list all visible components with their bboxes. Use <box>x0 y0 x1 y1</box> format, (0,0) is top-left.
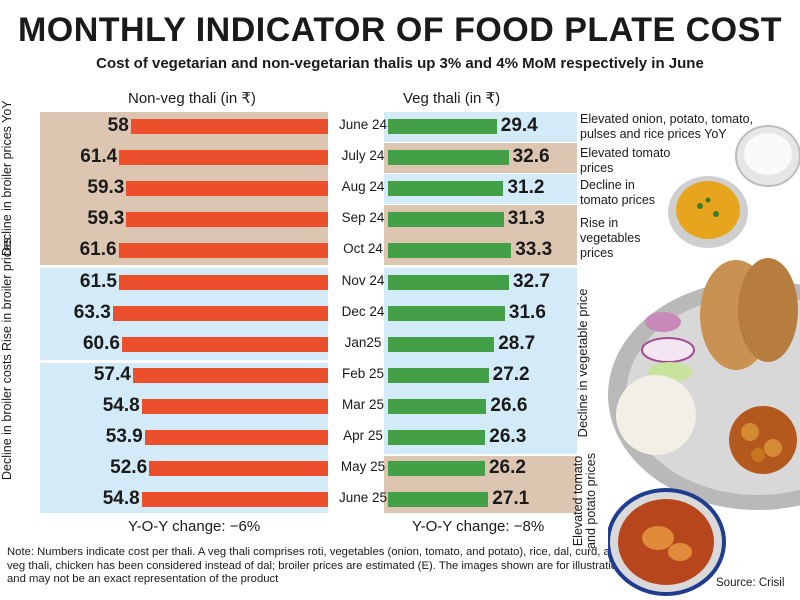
month-label: Aug 24 <box>341 179 385 195</box>
nonveg-value-label: 60.6 <box>82 332 120 354</box>
month-label: June 24 <box>338 117 388 132</box>
nonveg-note-3: Decline in broiler costs <box>0 354 14 480</box>
month-label: July 24 <box>341 148 385 164</box>
veg-band-5 <box>384 268 577 454</box>
thali-plate-illustration <box>608 258 800 510</box>
nonveg-bar <box>141 398 328 414</box>
veg-value-label: 26.6 <box>490 394 528 416</box>
veg-bar <box>388 119 497 134</box>
nonveg-note-2: Rise in broiler prices <box>0 237 14 351</box>
nonveg-value-label: 54.8 <box>102 488 140 510</box>
nonveg-value-label: 53.9 <box>105 426 143 447</box>
chicken-curry-bowl-illustration <box>608 488 726 596</box>
month-label: Oct 24 <box>343 241 383 257</box>
nonveg-bar <box>112 305 328 321</box>
veg-bar <box>388 181 504 197</box>
nonveg-value-label: 54.8 <box>102 394 140 416</box>
month-label: Sep 24 <box>341 210 385 226</box>
month-label: Mar 25 <box>341 396 385 412</box>
nonveg-bar <box>141 492 328 508</box>
veg-bar <box>388 274 509 290</box>
veg-bar <box>388 212 504 228</box>
nonveg-value-label: 57.4 <box>93 363 131 385</box>
veg-bar <box>388 336 495 352</box>
veg-bar <box>388 367 489 383</box>
nonveg-bar <box>119 150 328 166</box>
veg-note-4: Rise in vegetables prices <box>580 216 641 260</box>
veg-value-label: 33.3 <box>515 239 553 261</box>
nonveg-value-label: 61.6 <box>79 239 117 261</box>
veg-value-label: 31.2 <box>507 177 545 199</box>
food-illustration <box>608 125 800 596</box>
nonveg-value-label: 63.3 <box>73 301 111 323</box>
veg-bar <box>388 243 512 259</box>
veg-column-header: Veg thali (in ₹) <box>403 90 501 107</box>
nonveg-bar <box>144 430 328 445</box>
month-label: Dec 24 <box>341 303 385 319</box>
month-label: Nov 24 <box>341 272 385 288</box>
month-label: May 25 <box>340 459 386 475</box>
veg-bar <box>388 461 485 477</box>
veg-value-label: 26.3 <box>489 426 527 447</box>
veg-bar <box>388 430 486 445</box>
month-label: Jan25 <box>344 334 382 350</box>
veg-value-label: 27.2 <box>492 363 530 385</box>
nonveg-yoy-change: Y-O-Y change: −6% <box>128 518 261 535</box>
nonveg-bar <box>126 212 328 228</box>
veg-value-label: 31.3 <box>507 208 545 230</box>
nonveg-value-label: 58 <box>107 115 129 136</box>
veg-value-label: 26.2 <box>488 457 526 479</box>
page-subtitle: Cost of vegetarian and non-vegetarian th… <box>96 55 704 72</box>
veg-value-label: 28.7 <box>498 332 536 354</box>
nonveg-value-label: 59.3 <box>87 177 125 199</box>
veg-note-1: Elevated onion, potato, tomato, pulses a… <box>580 112 754 141</box>
veg-value-label: 31.6 <box>508 301 546 323</box>
nonveg-bar <box>118 243 328 259</box>
nonveg-value-label: 61.5 <box>79 270 117 292</box>
veg-value-label: 29.4 <box>500 115 538 136</box>
veg-yoy-change: Y-O-Y change: −8% <box>412 518 545 535</box>
nonveg-bar <box>126 181 328 197</box>
nonveg-bar <box>132 367 328 383</box>
veg-bar <box>388 492 489 508</box>
nonveg-value-label: 52.6 <box>110 457 148 479</box>
nonveg-column-header: Non-veg thali (in ₹) <box>128 90 256 107</box>
month-label: June 25 <box>338 490 388 506</box>
curd-bowl-illustration <box>735 125 800 187</box>
month-label: Feb 25 <box>341 365 385 381</box>
veg-bar <box>388 398 487 414</box>
veg-bar <box>388 305 505 321</box>
nonveg-value-label: 61.4 <box>80 146 118 168</box>
nonveg-bar <box>121 336 328 352</box>
page-title: MONTHLY INDICATOR OF FOOD PLATE COST <box>17 11 783 49</box>
veg-note-2: Elevated tomato prices <box>580 146 671 175</box>
nonveg-bar <box>118 274 328 290</box>
veg-value-label: 32.7 <box>512 270 550 292</box>
dal-bowl-illustration <box>668 176 748 248</box>
footnote: Note: Numbers indicate cost per thali. A… <box>7 546 702 585</box>
nonveg-bar <box>149 461 328 477</box>
veg-value-label: 32.6 <box>512 146 550 168</box>
month-label: Apr 25 <box>343 428 383 443</box>
nonveg-bar <box>130 119 328 134</box>
source-credit: Source: Crisil <box>716 577 785 589</box>
veg-bar <box>388 150 509 166</box>
veg-note-5: Decline in vegetable price <box>575 288 590 438</box>
veg-value-label: 27.1 <box>492 488 530 510</box>
veg-note-3: Decline in tomato prices <box>580 178 656 207</box>
nonveg-value-label: 59.3 <box>87 208 125 230</box>
